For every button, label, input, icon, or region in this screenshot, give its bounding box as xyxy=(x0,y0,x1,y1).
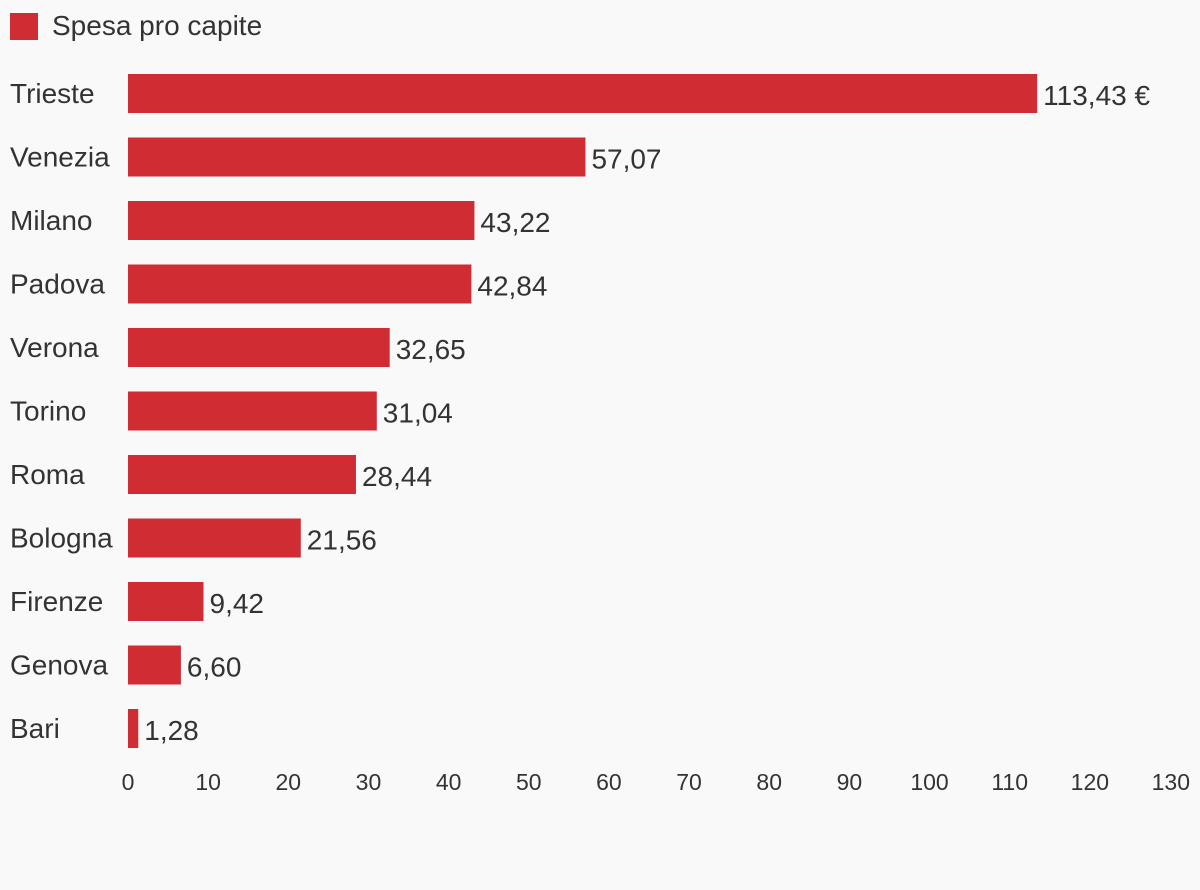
bar-milano xyxy=(128,201,475,240)
category-label: Genova xyxy=(10,650,108,681)
x-axis-ticks: 0 10 20 30 40 50 60 70 80 90 100 110 120 130 xyxy=(122,769,1190,795)
category-label: Verona xyxy=(10,332,99,363)
legend-label: Spesa pro capite xyxy=(52,10,263,41)
x-tick-label: 110 xyxy=(991,769,1028,795)
value-label: 31,04 xyxy=(383,398,453,429)
bar-genova xyxy=(128,645,181,685)
bar-verona xyxy=(128,328,390,367)
bar-trieste xyxy=(128,74,1038,113)
value-label: 43,22 xyxy=(480,207,550,238)
x-tick-label: 0 xyxy=(122,769,135,795)
bar-venezia xyxy=(128,137,586,177)
legend-swatch xyxy=(10,12,38,40)
x-tick-label: 90 xyxy=(837,769,863,795)
bar-roma xyxy=(128,455,356,494)
bar-bari xyxy=(128,709,139,748)
x-tick-label: 40 xyxy=(436,769,462,795)
bar-torino xyxy=(128,391,377,431)
value-label: 28,44 xyxy=(362,461,432,492)
x-tick-label: 100 xyxy=(910,769,948,795)
category-label: Firenze xyxy=(10,586,103,617)
value-label: 21,56 xyxy=(307,525,377,556)
category-labels: Trieste Venezia Milano Padova Verona Torino Ro… xyxy=(10,78,113,744)
value-labels: 113,43 € 57,07 43,22 42,84 32,65 31,04 28,44 21… xyxy=(144,80,1150,746)
category-label: Venezia xyxy=(10,142,110,173)
bar-bologna xyxy=(128,518,301,558)
category-label: Torino xyxy=(10,396,86,427)
value-label: 9,42 xyxy=(210,588,265,619)
value-label: 1,28 xyxy=(144,715,199,746)
category-label: Padova xyxy=(10,269,105,300)
category-label: Roma xyxy=(10,459,85,490)
bar-padova xyxy=(128,264,472,304)
x-tick-label: 80 xyxy=(756,769,782,795)
value-label: 32,65 xyxy=(396,334,466,365)
x-tick-label: 50 xyxy=(516,769,542,795)
x-tick-label: 10 xyxy=(195,769,221,795)
category-label: Bologna xyxy=(10,523,113,554)
legend: Spesa pro capite xyxy=(10,10,262,42)
x-tick-label: 20 xyxy=(276,769,302,795)
x-tick-label: 120 xyxy=(1071,769,1109,795)
value-label: 6,60 xyxy=(187,652,242,683)
x-tick-label: 60 xyxy=(596,769,622,795)
value-label: 57,07 xyxy=(591,144,661,175)
value-label: 42,84 xyxy=(477,271,547,302)
category-label: Trieste xyxy=(10,78,95,109)
category-label: Milano xyxy=(10,205,92,236)
value-label: 113,43 € xyxy=(1043,80,1150,111)
x-tick-label: 70 xyxy=(676,769,702,795)
bar-firenze xyxy=(128,582,204,621)
bars-group xyxy=(128,74,1038,748)
x-tick-label: 130 xyxy=(1152,769,1190,795)
category-label: Bari xyxy=(10,713,60,744)
x-tick-label: 30 xyxy=(356,769,382,795)
